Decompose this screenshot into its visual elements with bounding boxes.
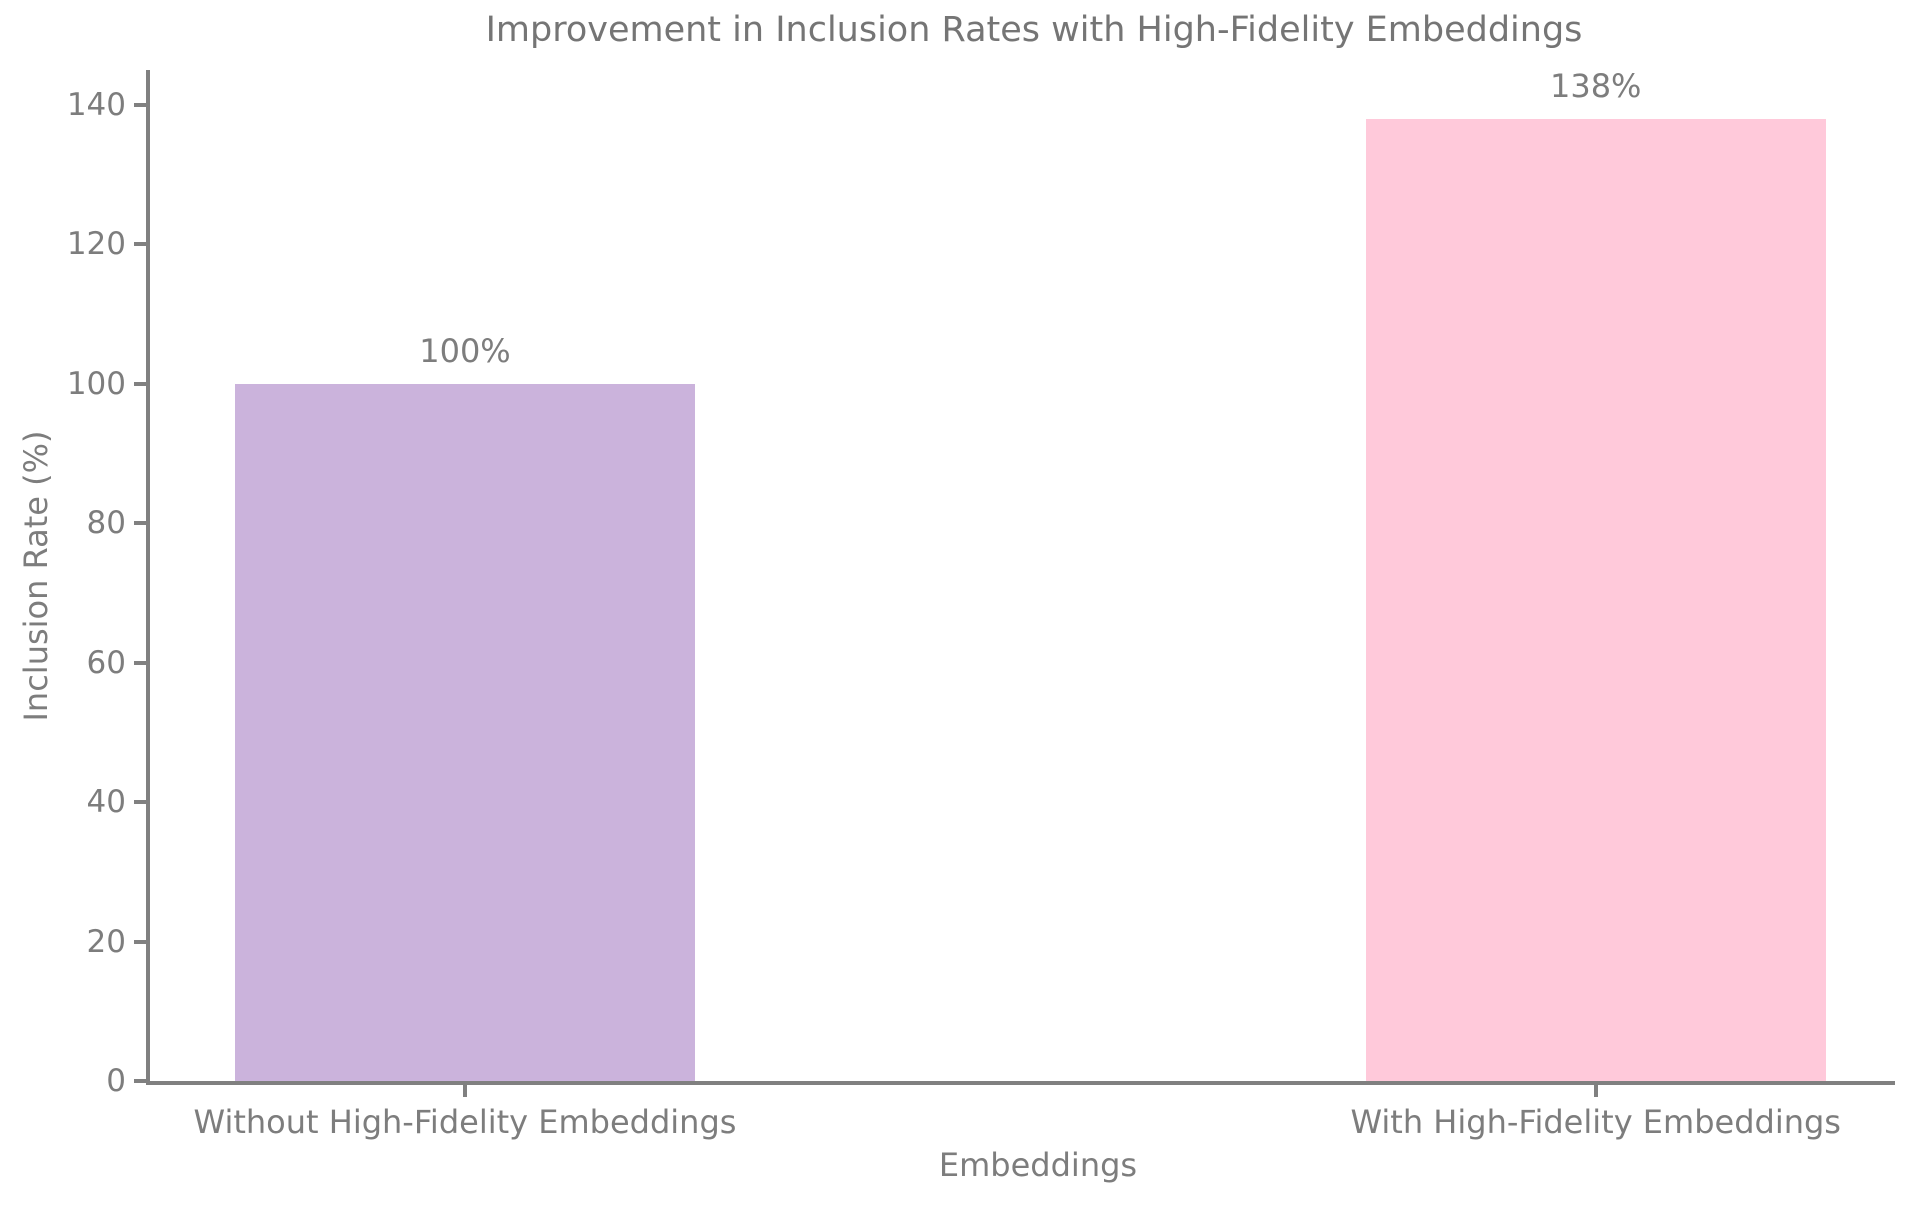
y-tick-label: 80	[86, 505, 126, 542]
x-tick-mark	[462, 1085, 467, 1097]
y-tick-mark	[134, 102, 146, 107]
x-tick-mark	[1593, 1085, 1598, 1097]
y-tick-label: 100	[66, 365, 126, 402]
bar-value-label: 138%	[1549, 66, 1642, 105]
y-tick-label: 140	[66, 86, 126, 123]
y-tick-mark	[134, 660, 146, 665]
bar-value-label: 100%	[419, 331, 511, 370]
x-axis-label: Embeddings	[938, 1146, 1138, 1184]
y-tick-label: 20	[86, 923, 126, 960]
y-axis-spine	[146, 70, 150, 1085]
chart-title: Improvement in Inclusion Rates with High…	[485, 10, 1583, 50]
y-tick-label: 60	[86, 644, 126, 681]
plot-area: 100% 138% 0 20 40 60 80 100 120 140 Without High…	[67, 66, 1895, 1141]
y-tick-label: 120	[66, 226, 126, 263]
y-tick-mark	[134, 800, 146, 805]
x-tick-label: Without High-Fidelity Embeddings	[193, 1103, 737, 1141]
bar-without-high-fidelity-embeddings	[235, 383, 695, 1081]
y-tick-mark	[134, 1079, 146, 1083]
x-axis-spine	[146, 1081, 1895, 1085]
y-tick-mark	[134, 381, 146, 386]
y-tick-mark	[134, 521, 146, 526]
y-tick-label: 0	[106, 1063, 126, 1099]
y-tick-mark	[134, 242, 146, 247]
y-tick-label: 40	[86, 784, 126, 821]
y-tick-mark	[134, 939, 146, 944]
x-tick-label: With High-Fidelity Embeddings	[1350, 1103, 1841, 1141]
y-axis-label: Inclusion Rate (%)	[17, 430, 55, 722]
bar-with-high-fidelity-embeddings	[1365, 118, 1826, 1081]
